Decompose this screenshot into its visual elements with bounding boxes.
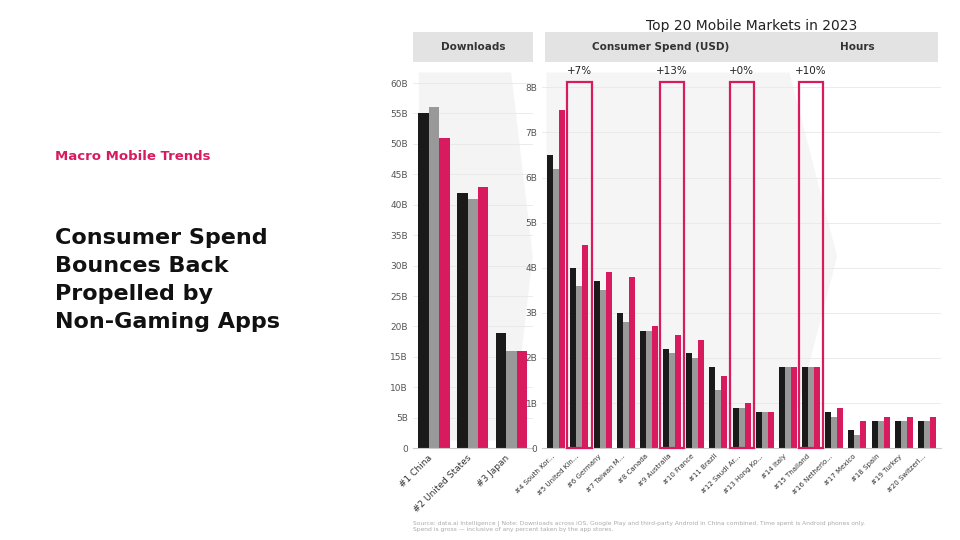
Bar	[745, 403, 751, 448]
Bar	[831, 417, 837, 448]
Bar	[860, 421, 867, 448]
Bar	[808, 367, 814, 448]
Bar	[918, 421, 924, 448]
Text: Consumer Spend (USD): Consumer Spend (USD)	[592, 42, 730, 52]
Bar	[570, 268, 576, 448]
Bar	[791, 367, 797, 448]
Bar	[854, 435, 860, 448]
Bar	[877, 421, 883, 448]
Bar	[900, 421, 907, 448]
Bar	[722, 376, 728, 448]
Bar	[761, 412, 768, 448]
Bar	[692, 358, 698, 448]
Bar	[440, 138, 450, 448]
Bar	[663, 349, 669, 448]
Bar	[849, 430, 854, 448]
Text: Top 20 Mobile Markets in 2023: Top 20 Mobile Markets in 2023	[645, 19, 857, 33]
Bar	[576, 286, 583, 448]
Bar	[646, 331, 652, 448]
Text: Source: data.ai Intelligence | Note: Downloads across iOS, Google Play and third: Source: data.ai Intelligence | Note: Dow…	[413, 521, 865, 532]
Polygon shape	[419, 72, 533, 441]
Bar	[560, 110, 565, 448]
Bar	[709, 367, 715, 448]
Bar	[506, 351, 516, 448]
Bar	[600, 291, 606, 448]
Bar	[419, 113, 429, 448]
Bar	[895, 421, 900, 448]
Text: Consumer Spend
Bounces Back
Propelled by
Non-Gaming Apps: Consumer Spend Bounces Back Propelled by…	[55, 227, 280, 332]
Polygon shape	[546, 72, 837, 441]
Bar	[814, 367, 820, 448]
Bar	[478, 186, 489, 448]
Bar	[930, 417, 936, 448]
Bar	[779, 367, 785, 448]
Text: +7%: +7%	[567, 66, 592, 76]
Text: Macro Mobile Trends: Macro Mobile Trends	[55, 150, 210, 163]
Bar	[826, 412, 831, 448]
Text: +10%: +10%	[795, 66, 827, 76]
Bar	[799, 82, 823, 448]
Bar	[553, 168, 560, 448]
Bar	[907, 417, 913, 448]
Bar	[629, 277, 635, 448]
Bar	[616, 313, 623, 448]
Bar	[468, 199, 478, 448]
Bar	[669, 354, 675, 448]
Bar	[495, 333, 506, 448]
Bar	[756, 412, 761, 448]
Bar	[837, 408, 843, 448]
Bar	[785, 367, 791, 448]
Bar	[698, 340, 705, 448]
Bar	[732, 408, 738, 448]
Bar	[593, 281, 600, 448]
Bar	[883, 417, 890, 448]
Bar	[660, 82, 684, 448]
Bar	[675, 335, 682, 448]
Text: Downloads: Downloads	[441, 42, 505, 52]
Bar	[652, 326, 658, 448]
Bar	[457, 193, 468, 448]
Bar	[623, 322, 629, 448]
Text: +13%: +13%	[657, 66, 688, 76]
Bar	[872, 421, 877, 448]
Bar	[516, 351, 527, 448]
Bar	[730, 82, 754, 448]
Text: +0%: +0%	[729, 66, 755, 76]
Bar	[547, 155, 553, 448]
Bar	[686, 354, 692, 448]
Bar	[583, 245, 588, 448]
Bar	[567, 82, 591, 448]
Text: Hours: Hours	[840, 42, 875, 52]
Bar	[738, 408, 745, 448]
Bar	[802, 367, 808, 448]
Bar	[606, 272, 612, 448]
Bar	[715, 389, 722, 448]
Bar	[924, 421, 930, 448]
Bar	[768, 412, 774, 448]
Bar	[429, 107, 440, 448]
Bar	[640, 331, 646, 448]
